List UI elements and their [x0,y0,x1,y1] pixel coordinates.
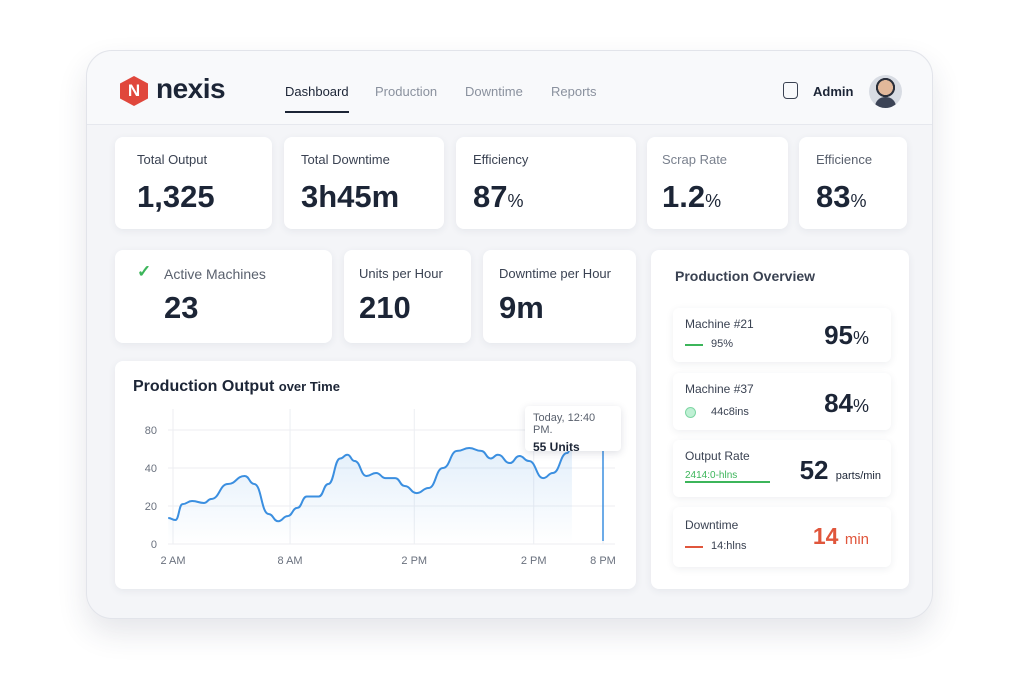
y-tick-label: 80 [145,425,157,437]
chart-title: Production Output over Time [133,378,340,395]
kpi-label: Downtime per Hour [499,266,611,281]
y-tick-label: 0 [151,539,157,551]
item-value: 84 [824,388,853,418]
kpi-value: 9m [499,290,544,325]
production-output-chart-card: Production Output over Time 0 20 40 80 2 AM 8… [115,361,636,589]
item-sub: 2414:0-hlns [685,470,770,483]
series-line [168,443,573,523]
check-icon: ✓ [137,262,152,281]
series-area [168,444,572,544]
logo-icon: N [120,76,148,106]
overview-item-machine-37[interactable]: Machine #37 44c8ins 84% [673,373,891,430]
tab-production[interactable]: Production [375,84,438,99]
kpi-downtime-per-hour: Downtime per Hour 9m [483,250,636,343]
item-label: Downtime [685,518,739,532]
chart-tooltip: Today, 12:40 PM. 55 Units [525,406,621,454]
tab-downtime[interactable]: Downtime [465,84,523,99]
kpi-value: 87 [473,179,508,214]
status-line-icon [685,344,703,346]
item-value: 95 [824,320,853,350]
x-tick-label: 2 PM [521,555,547,567]
kpi-efficiency: Efficiency 87% [456,137,636,229]
overview-item-downtime[interactable]: Downtime 14:hlns 14 min [673,507,891,567]
y-tick-label: 20 [145,501,157,513]
panel-title: Production Overview [675,268,816,284]
item-unit: % [852,328,869,348]
item-label: Output Rate [685,449,750,463]
kpi-value: 1.2 [662,179,706,214]
kpi-label: Scrap Rate [662,152,728,167]
item-label: Machine #21 [685,317,754,331]
x-tick-label: 2 AM [160,555,185,567]
user-name[interactable]: Admin [813,84,854,99]
top-nav: N nexis Dashboard Production Downtime Re… [87,51,932,125]
item-unit: % [852,396,869,416]
item-value: 14 [812,523,839,549]
item-sub: 95% [711,338,734,350]
kpi-value: 210 [359,290,411,325]
kpi-unit: % [705,191,722,211]
tab-reports[interactable]: Reports [551,84,597,99]
kpi-value: 23 [164,290,199,325]
status-line-icon [685,546,703,548]
kpi-label: Active Machines [164,266,266,282]
kpi-value: 1,325 [137,179,215,214]
tab-dashboard[interactable]: Dashboard [285,84,349,99]
kpi-efficience: Efficience 83% [799,137,907,229]
item-label: Machine #37 [685,382,754,396]
x-tick-label: 8 PM [590,555,616,567]
production-overview-panel: Production Overview Machine #21 95% 95% … [651,250,909,589]
kpi-unit: % [850,191,867,211]
line-chart: 0 20 40 80 2 AM 8 AM 2 PM 2 PM 8 PM [145,409,616,567]
kpi-active-machines: ✓ Active Machines 23 [115,250,332,343]
status-dot-icon [685,407,696,418]
y-tick-label: 40 [145,463,157,475]
item-unit: parts/min [835,470,881,482]
kpi-total-downtime: Total Downtime 3h45m [284,137,444,229]
kpi-label: Efficiency [473,152,529,167]
item-sub: 14:hlns [711,540,747,552]
x-tick-label: 2 PM [401,555,427,567]
notification-icon[interactable] [783,82,798,99]
kpi-label: Total Downtime [301,152,390,167]
kpi-value: 3h45m [301,179,400,214]
active-tab-indicator [285,111,349,113]
item-value: 52 [799,455,829,485]
kpi-label: Units per Hour [359,266,443,281]
overview-item-output-rate[interactable]: Output Rate 2414:0-hlns 52 parts/min [673,440,891,497]
overview-item-machine-21[interactable]: Machine #21 95% 95% [673,308,891,362]
kpi-scrap-rate: Scrap Rate 1.2% [647,137,788,229]
kpi-unit: % [507,191,524,211]
kpi-label: Total Output [137,152,208,167]
brand-name: nexis [156,73,226,104]
kpi-label: Efficience [816,152,873,167]
dashboard-window: N nexis Dashboard Production Downtime Re… [86,50,933,619]
kpi-units-per-hour: Units per Hour 210 [344,250,471,343]
x-tick-label: 8 AM [278,555,303,567]
kpi-value: 83 [816,179,851,214]
kpi-total-output: Total Output 1,325 [115,137,272,229]
item-unit: min [844,531,869,548]
item-sub: 44c8ins [711,406,749,418]
avatar[interactable] [869,75,902,108]
